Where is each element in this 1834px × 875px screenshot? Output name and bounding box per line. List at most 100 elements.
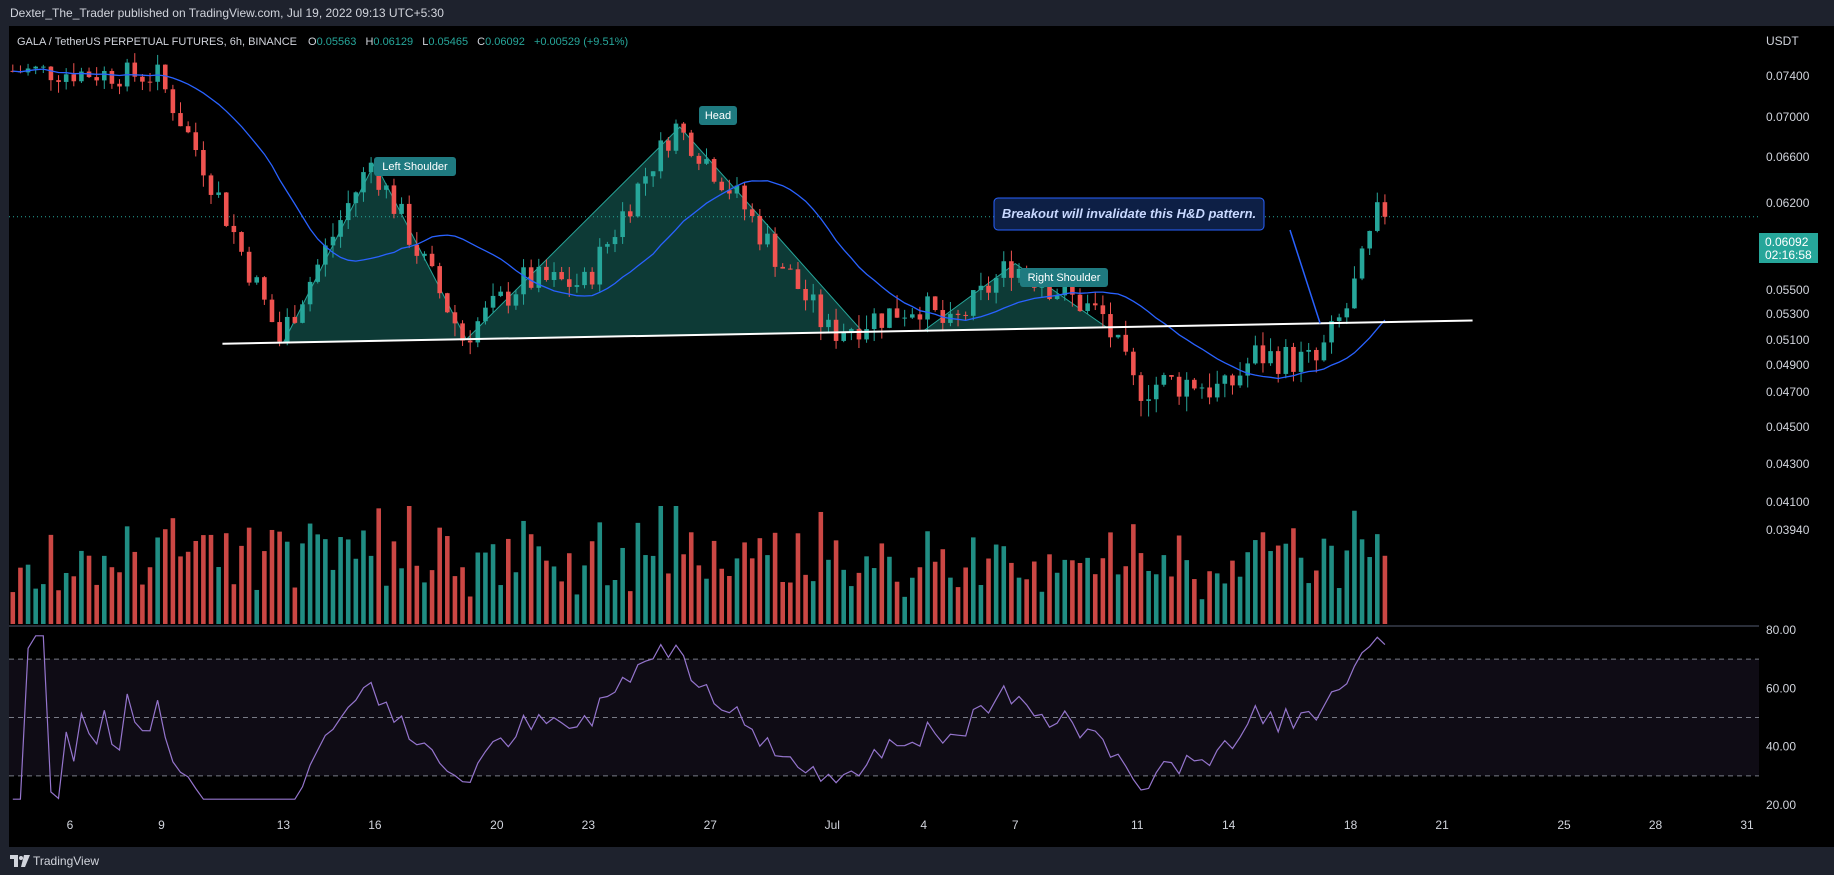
volume-bar: [788, 582, 793, 624]
left-shoulder-text: Left Shoulder: [382, 161, 448, 173]
volume-bar: [1382, 555, 1388, 624]
head-label[interactable]: Head: [699, 106, 737, 125]
time-tick: 28: [1649, 818, 1663, 832]
volume-bar: [1367, 557, 1372, 624]
candle: [688, 129, 694, 158]
volume-bar: [361, 530, 366, 624]
volume-bar: [917, 567, 923, 624]
volume-bar: [1207, 571, 1212, 624]
volume-bar: [56, 590, 61, 624]
candle: [1237, 362, 1243, 388]
volume-bar: [1253, 540, 1258, 624]
neckline[interactable]: [222, 319, 1473, 345]
candle: [1085, 294, 1090, 314]
volume-bar: [765, 555, 770, 624]
volume-bar: [79, 550, 84, 624]
volume-bar: [109, 567, 115, 624]
volume-bar: [528, 534, 534, 624]
last-price-badge[interactable]: 0.06092 02:16:58: [1759, 233, 1818, 263]
candle: [437, 262, 442, 299]
candle: [1344, 302, 1350, 325]
volume-bar: [1138, 553, 1144, 624]
volume-bar: [1001, 546, 1007, 624]
candle: [353, 191, 359, 217]
candle: [864, 315, 869, 343]
volume-bar: [498, 585, 503, 624]
rsi-tick: 20.00: [1766, 798, 1796, 812]
left-shoulder-label[interactable]: Left Shoulder: [374, 157, 456, 176]
volume-bar: [849, 586, 854, 624]
candle: [574, 273, 580, 293]
candle: [361, 167, 366, 202]
candle: [566, 267, 572, 297]
callout-box[interactable]: Breakout will invalidate this H&D patter…: [993, 197, 1265, 231]
candle: [422, 251, 427, 261]
volume-bar: [605, 585, 610, 624]
volume-bar: [940, 549, 946, 624]
volume-bar: [910, 577, 915, 624]
volume-bar: [719, 568, 725, 624]
candle: [894, 295, 900, 318]
volume-bar: [231, 584, 237, 624]
candle: [269, 294, 275, 323]
volume-bar: [1047, 554, 1052, 624]
candle: [1115, 334, 1121, 339]
time-tick: 20: [490, 818, 504, 832]
volume-bar: [368, 555, 374, 624]
time-tick: 18: [1344, 818, 1358, 832]
rsi-line: [12, 635, 1386, 800]
candle: [292, 305, 298, 325]
volume-bar: [635, 522, 641, 624]
volume-bar: [1108, 532, 1113, 624]
volume-bar: [48, 534, 54, 624]
volume-bar: [574, 594, 580, 624]
volume-bar: [330, 569, 336, 624]
volume-bar: [315, 534, 321, 624]
low-value: 0.05465: [428, 36, 468, 48]
candle: [1192, 377, 1197, 391]
moving-average-line: [12, 68, 1386, 380]
volume-bar: [666, 573, 671, 624]
volume-bar: [208, 534, 214, 624]
volume-bar: [1230, 560, 1235, 624]
time-tick: 16: [368, 818, 382, 832]
candle: [170, 84, 176, 121]
candle: [1268, 338, 1273, 366]
candle: [117, 79, 122, 95]
candle: [544, 259, 549, 282]
volume-bar: [277, 531, 282, 624]
time-tick: 11: [1131, 818, 1144, 832]
time-tick: 23: [582, 818, 596, 832]
low-label: L: [422, 36, 428, 48]
candle: [635, 182, 641, 218]
price-scale[interactable]: [1759, 26, 1834, 838]
price-tick: 0.05300: [1766, 307, 1810, 321]
volume-bar: [772, 532, 778, 624]
candle: [109, 68, 115, 89]
candle: [277, 311, 282, 347]
volume-bar: [963, 567, 968, 624]
volume-bar: [1131, 524, 1136, 624]
volume-bar: [86, 555, 92, 624]
volume-bar: [1237, 576, 1243, 624]
volume-bar: [399, 568, 404, 624]
candle: [986, 276, 991, 301]
price-tick: 0.03940: [1766, 523, 1810, 537]
candle: [391, 178, 397, 219]
right-shoulder-label[interactable]: Right Shoulder: [1020, 268, 1108, 287]
candle: [223, 191, 229, 228]
candle: [452, 304, 458, 337]
candle: [132, 53, 138, 82]
symbol-legend[interactable]: GALA / TetherUS PERPETUAL FUTURES, 6h, B…: [17, 36, 628, 48]
candle: [597, 238, 603, 292]
rsi-pane[interactable]: [9, 627, 1759, 838]
candle: [887, 308, 892, 329]
footer-brand[interactable]: TradingView: [33, 854, 100, 868]
volume-bar: [71, 576, 77, 624]
volume-bar: [536, 546, 542, 624]
candle: [1131, 347, 1136, 386]
candle: [1214, 370, 1220, 402]
symbol-title: GALA / TetherUS PERPETUAL FUTURES, 6h, B…: [17, 36, 297, 48]
volume-bar: [1329, 545, 1334, 624]
